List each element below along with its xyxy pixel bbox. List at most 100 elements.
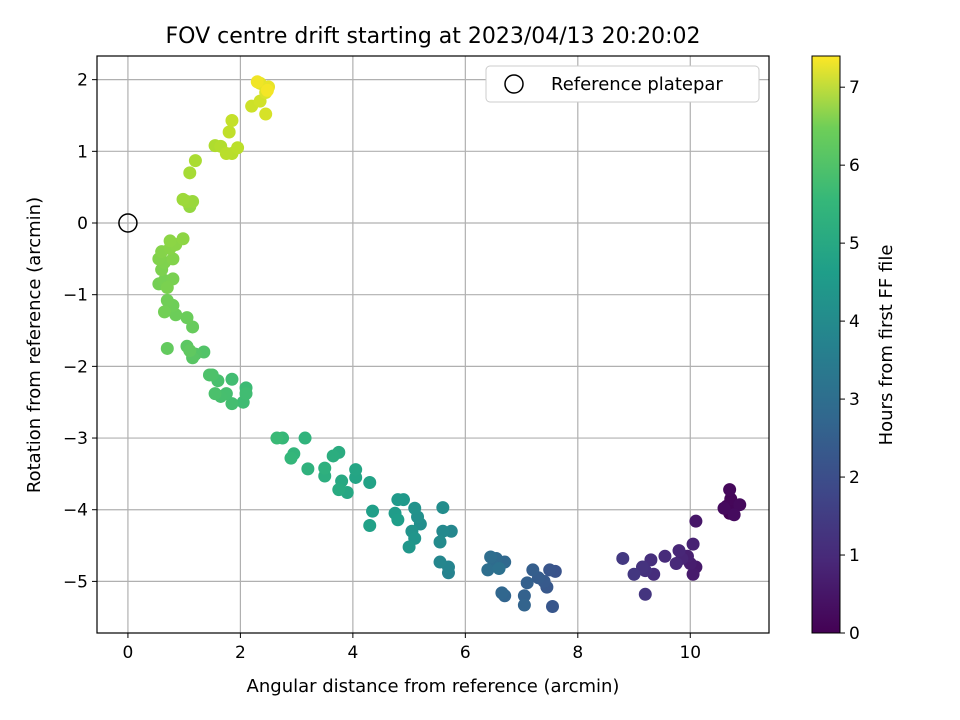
colorbar-tick-label: 4 bbox=[849, 312, 860, 332]
data-point bbox=[225, 114, 239, 128]
colorbar-gradient bbox=[811, 55, 841, 634]
data-point bbox=[436, 524, 450, 538]
data-point bbox=[727, 508, 741, 522]
data-point bbox=[723, 483, 737, 497]
data-point bbox=[366, 504, 380, 518]
y-tick-label: −3 bbox=[63, 429, 88, 449]
data-point bbox=[433, 535, 447, 549]
data-point bbox=[298, 431, 312, 445]
data-point bbox=[545, 599, 559, 613]
legend-label: Reference platepar bbox=[551, 74, 723, 95]
x-tick-label: 6 bbox=[460, 643, 471, 663]
colorbar: 0 1 2 3 4 5 6 7 Hours from first FF file bbox=[811, 55, 897, 644]
data-point bbox=[436, 501, 450, 515]
colorbar-ticks: 0 1 2 3 4 5 6 7 bbox=[840, 78, 860, 644]
colorbar-tick-label: 1 bbox=[849, 546, 860, 566]
legend-box bbox=[485, 65, 760, 103]
data-point bbox=[658, 549, 672, 563]
data-point bbox=[363, 475, 377, 489]
data-point bbox=[402, 540, 416, 554]
data-point bbox=[260, 83, 274, 97]
data-point bbox=[492, 561, 506, 575]
chart-title: FOV centre drift starting at 2023/04/13 … bbox=[166, 24, 701, 49]
y-tick-label: 0 bbox=[77, 214, 88, 234]
y-tick-label: −2 bbox=[63, 357, 88, 377]
data-point bbox=[270, 431, 284, 445]
legend: Reference platepar bbox=[485, 65, 760, 103]
x-ticks: 0 2 4 6 8 10 bbox=[123, 633, 701, 663]
data-point bbox=[517, 589, 531, 603]
data-point bbox=[484, 550, 498, 564]
data-point bbox=[638, 587, 652, 601]
x-axis-label: Angular distance from reference (arcmin) bbox=[247, 676, 620, 697]
x-tick-label: 8 bbox=[572, 643, 583, 663]
colorbar-tick-label: 6 bbox=[849, 156, 860, 176]
data-point bbox=[202, 368, 216, 382]
data-points bbox=[152, 75, 747, 613]
y-tick-label: 2 bbox=[77, 71, 88, 91]
data-point bbox=[186, 320, 200, 334]
data-point bbox=[222, 125, 236, 139]
data-point bbox=[517, 598, 531, 612]
colorbar-tick-label: 7 bbox=[849, 78, 860, 98]
data-point bbox=[250, 75, 264, 89]
data-point bbox=[183, 166, 197, 180]
data-point bbox=[188, 154, 202, 168]
data-point bbox=[717, 501, 731, 515]
data-point bbox=[160, 281, 174, 295]
data-point bbox=[160, 341, 174, 355]
data-point bbox=[433, 555, 447, 569]
data-point bbox=[686, 537, 700, 551]
data-point bbox=[332, 483, 346, 497]
data-point bbox=[391, 493, 405, 507]
reference-marker bbox=[118, 213, 138, 233]
data-point bbox=[160, 293, 174, 307]
data-point bbox=[318, 461, 332, 475]
data-point bbox=[349, 463, 363, 477]
data-point bbox=[326, 449, 340, 463]
data-point bbox=[259, 107, 273, 121]
colorbar-label: Hours from first FF file bbox=[876, 245, 897, 446]
y-tick-label: 1 bbox=[77, 142, 88, 162]
plot-frame bbox=[96, 55, 770, 634]
data-point bbox=[363, 518, 377, 532]
data-point bbox=[689, 514, 703, 528]
x-tick-label: 0 bbox=[123, 643, 134, 663]
data-point bbox=[733, 498, 747, 512]
data-point bbox=[176, 232, 190, 246]
data-point bbox=[284, 451, 298, 465]
y-tick-label: −5 bbox=[63, 572, 88, 592]
data-point bbox=[208, 387, 222, 401]
data-point bbox=[219, 146, 233, 160]
data-point bbox=[672, 544, 686, 558]
legend-marker bbox=[504, 74, 524, 94]
colorbar-tick-label: 2 bbox=[849, 468, 860, 488]
data-point bbox=[239, 387, 253, 401]
data-point bbox=[627, 567, 641, 581]
x-tick-label: 10 bbox=[679, 643, 701, 663]
data-point bbox=[301, 462, 315, 476]
data-point bbox=[481, 563, 495, 577]
y-tick-label: −1 bbox=[63, 286, 88, 306]
data-point bbox=[391, 513, 405, 527]
colorbar-tick-label: 5 bbox=[849, 234, 860, 254]
data-point bbox=[526, 563, 540, 577]
y-axis-label: Rotation from reference (arcmin) bbox=[24, 197, 45, 493]
data-point bbox=[166, 252, 180, 266]
data-point bbox=[408, 501, 422, 515]
data-point bbox=[183, 344, 197, 358]
y-ticks: −5 −4 −3 −2 −1 0 1 2 bbox=[63, 71, 97, 592]
data-point bbox=[180, 311, 194, 325]
grid-lines bbox=[97, 56, 769, 633]
data-point bbox=[225, 372, 239, 386]
data-point bbox=[520, 576, 534, 590]
colorbar-tick-label: 3 bbox=[849, 390, 860, 410]
x-tick-label: 4 bbox=[347, 643, 358, 663]
data-point bbox=[225, 397, 239, 411]
x-tick-label: 2 bbox=[235, 643, 246, 663]
y-tick-label: −4 bbox=[63, 501, 88, 521]
data-point bbox=[176, 192, 190, 206]
data-point bbox=[686, 567, 700, 581]
data-point bbox=[157, 305, 171, 319]
